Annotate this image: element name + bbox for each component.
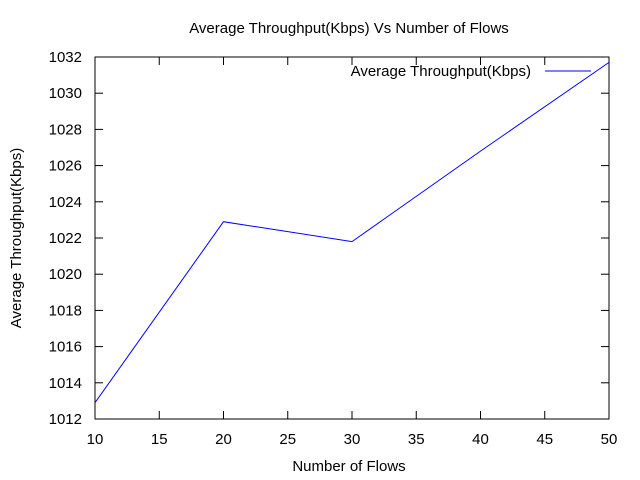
x-tick-label: 10	[87, 431, 104, 448]
x-tick-label: 25	[279, 431, 296, 448]
chart-title: Average Throughput(Kbps) Vs Number of Fl…	[189, 20, 509, 37]
y-tick-label: 1014	[49, 375, 82, 392]
x-tick-label: 15	[151, 431, 168, 448]
y-tick-label: 1022	[49, 230, 82, 247]
y-tick-label: 1016	[49, 339, 82, 356]
x-tick-label: 40	[472, 431, 489, 448]
y-axis-label: Average Throughput(Kbps)	[8, 148, 25, 328]
legend-entry-label: Average Throughput(Kbps)	[351, 63, 531, 80]
legend: Average Throughput(Kbps)	[351, 63, 591, 80]
series-line	[94, 61, 610, 403]
y-tick-label: 1020	[49, 266, 82, 283]
axes: 10 15 20 25 30 35 40 45 50 1012 1014 1016 1018 1020 10…	[49, 49, 618, 448]
plot-frame	[94, 56, 610, 420]
y-tick-label: 1028	[49, 121, 82, 138]
x-tick-label: 30	[344, 431, 361, 448]
y-tick-label: 1024	[49, 194, 82, 211]
series-layer	[94, 61, 610, 403]
y-tick-label: 1032	[49, 49, 82, 66]
x-axis-label: Number of Flows	[292, 458, 405, 475]
x-tick-label: 35	[408, 431, 425, 448]
y-tick-label: 1012	[49, 411, 82, 428]
x-tick-label: 50	[601, 431, 618, 448]
y-tick-label: 1026	[49, 158, 82, 175]
y-tick-label: 1018	[49, 302, 82, 319]
x-tick-label: 20	[215, 431, 232, 448]
y-tick-label: 1030	[49, 85, 82, 102]
x-tick-label: 45	[536, 431, 553, 448]
